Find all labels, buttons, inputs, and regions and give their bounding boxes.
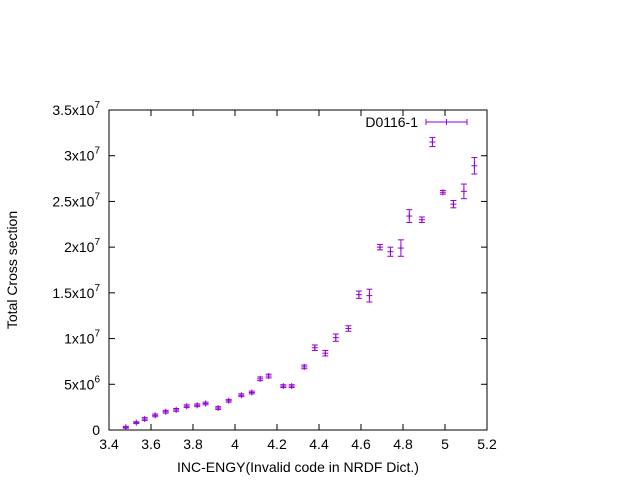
y-tick-exponent: 7 — [94, 191, 100, 202]
data-point — [152, 412, 159, 419]
data-point — [162, 408, 169, 415]
data-point — [301, 363, 308, 370]
data-point — [215, 405, 222, 412]
x-tick-label: 3.6 — [141, 436, 161, 452]
data-point — [288, 383, 295, 390]
data-point — [406, 209, 413, 223]
y-tick-label: 1.5x107 — [52, 283, 100, 301]
y-tick-mantissa: 1x10 — [64, 331, 95, 347]
data-point — [133, 419, 140, 426]
data-point — [376, 243, 383, 251]
y-axis-title: Total Cross section — [4, 211, 20, 329]
x-axis-title: INC-ENGY(Invalid code in NRDF Dict.) — [177, 459, 419, 475]
y-tick-mantissa: 3x10 — [64, 148, 95, 164]
data-point — [429, 136, 436, 148]
y-tick-label: 5x106 — [64, 374, 100, 392]
data-point — [460, 183, 467, 200]
data-point — [332, 333, 339, 342]
legend-label: D0116-1 — [365, 114, 418, 130]
data-point — [238, 392, 245, 399]
data-point — [141, 416, 148, 423]
legend: D0116-1 — [365, 114, 468, 130]
x-tick-label: 5 — [441, 436, 449, 452]
y-tick-label: 0 — [92, 422, 100, 438]
axis-layer: 3.4 3.6 3.8 4 4.2 4.4 4.6 4.8 5 5.205x1061x1071.5… — [52, 100, 497, 452]
data-point — [194, 402, 201, 409]
data-point — [387, 246, 394, 257]
y-tick-exponent: 6 — [94, 374, 100, 385]
data-point — [397, 239, 404, 257]
data-point — [225, 397, 232, 404]
y-tick-label: 1x107 — [64, 329, 100, 347]
data-point — [311, 344, 318, 351]
data-point — [280, 383, 287, 390]
y-tick-mantissa: 3.5x10 — [52, 102, 94, 118]
y-tick-exponent: 7 — [94, 100, 100, 111]
y-tick-label: 3x107 — [64, 146, 100, 164]
x-tick-label: 4.6 — [351, 436, 371, 452]
x-tick-label: 4.2 — [267, 436, 287, 452]
y-tick-label: 3.5x107 — [52, 100, 100, 118]
legend-sample — [425, 119, 468, 125]
data-point — [355, 290, 362, 299]
data-point — [202, 400, 209, 407]
data-point — [183, 403, 190, 410]
y-tick-mantissa: 1.5x10 — [52, 285, 94, 301]
y-tick-mantissa: 0 — [92, 422, 100, 438]
y-tick-label: 2.5x107 — [52, 191, 100, 209]
y-tick-exponent: 7 — [94, 329, 100, 340]
data-layer — [122, 136, 478, 431]
plot-frame — [108, 109, 488, 431]
y-tick-exponent: 7 — [94, 146, 100, 157]
data-point — [439, 189, 446, 196]
x-tick-label: 3.4 — [99, 436, 119, 452]
data-point — [248, 389, 255, 396]
y-tick-mantissa: 5x10 — [64, 376, 95, 392]
y-tick-exponent: 7 — [94, 283, 100, 294]
data-point — [471, 157, 478, 175]
x-tick-label: 4 — [231, 436, 239, 452]
x-tick-label: 5.2 — [477, 436, 497, 452]
data-point — [345, 325, 352, 332]
x-tick-label: 4.8 — [393, 436, 413, 452]
data-point — [322, 349, 329, 357]
data-point — [450, 200, 457, 209]
data-point — [257, 375, 264, 382]
data-point — [366, 288, 373, 303]
y-tick-mantissa: 2x10 — [64, 239, 95, 255]
data-point — [173, 406, 180, 413]
y-tick-label: 2x107 — [64, 237, 100, 255]
x-tick-label: 4.4 — [309, 436, 329, 452]
data-point — [122, 424, 129, 431]
y-tick-mantissa: 2.5x10 — [52, 193, 94, 209]
y-tick-exponent: 7 — [94, 237, 100, 248]
data-point — [418, 216, 425, 223]
x-tick-label: 3.8 — [183, 436, 203, 452]
data-point — [265, 373, 272, 380]
